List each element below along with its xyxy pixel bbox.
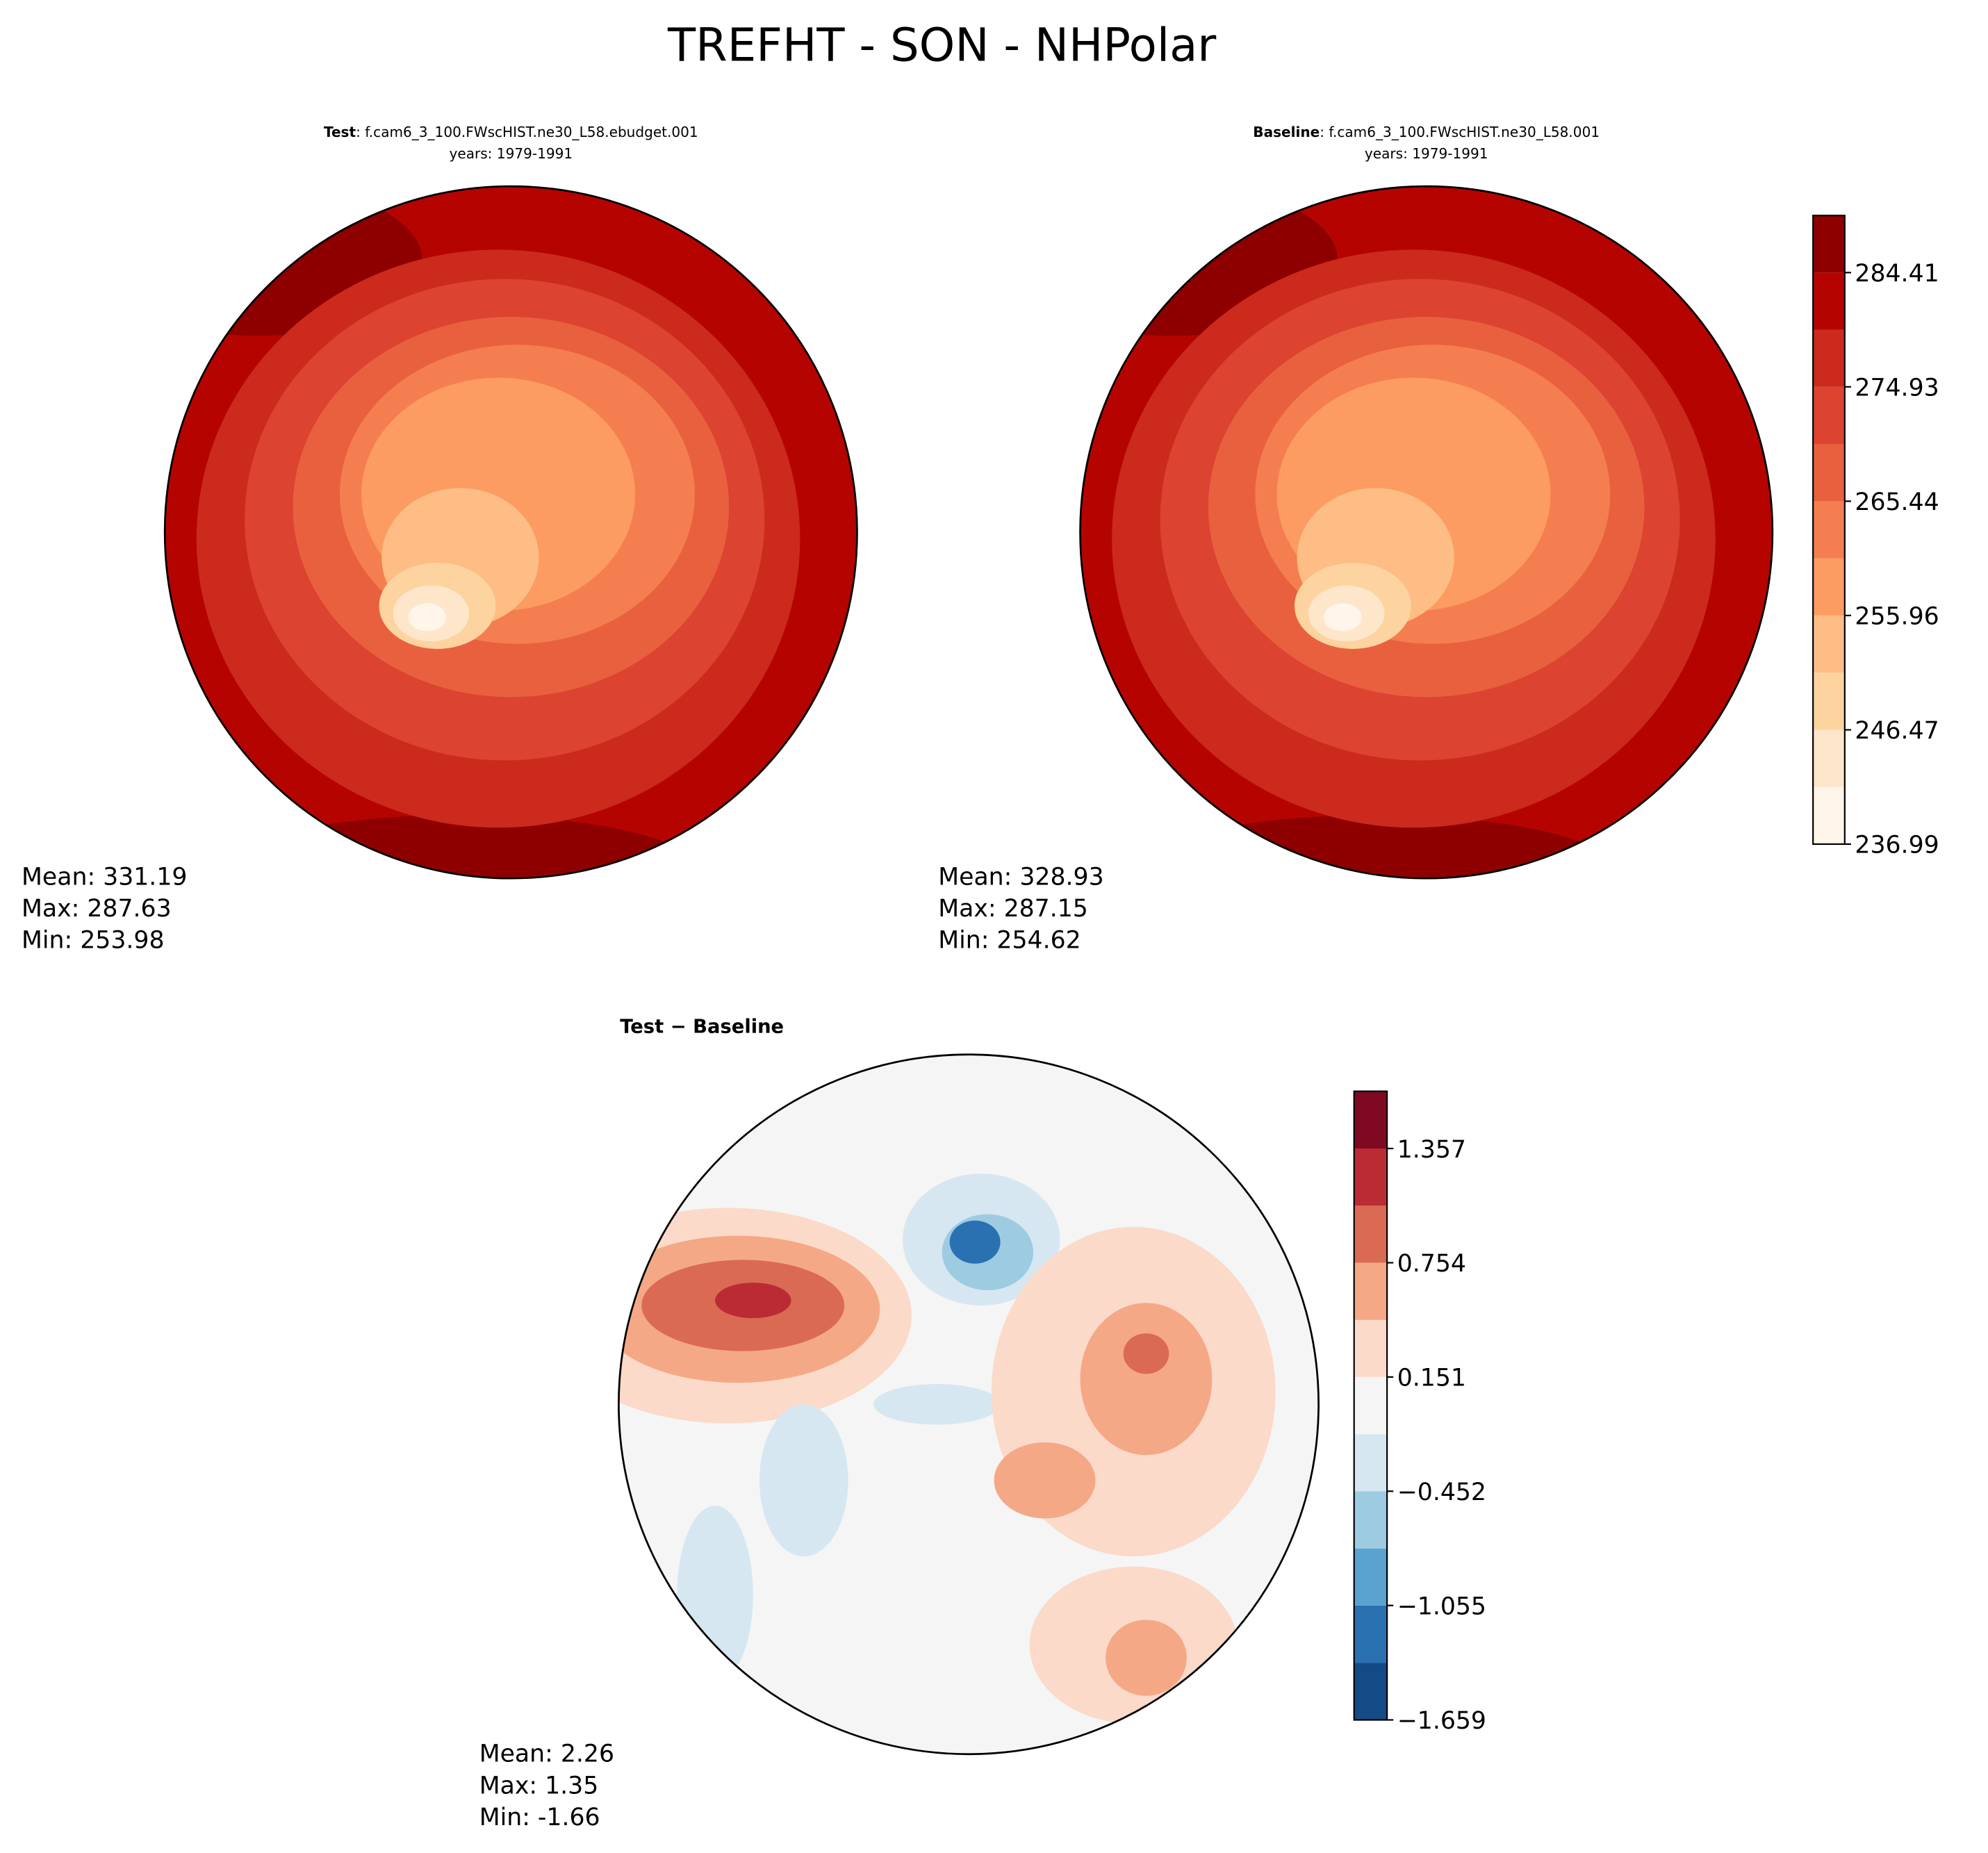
- colorbar-tick-label: 236.99: [1855, 832, 1939, 859]
- stat-line: Min: 254.62: [938, 927, 1081, 955]
- stat-value: 328.93: [1019, 863, 1103, 891]
- contour-region: [1123, 1333, 1169, 1374]
- colorbar-band: [1354, 1434, 1388, 1492]
- colorbar-tick-label: 255.96: [1855, 603, 1939, 631]
- stat-label: Mean:: [938, 863, 1012, 891]
- stat-value: 253.98: [80, 927, 164, 955]
- colorbar-band: [1813, 329, 1845, 387]
- contour-region: [759, 1404, 848, 1557]
- colorbar-band: [1813, 501, 1845, 559]
- stat-label: Max:: [479, 1772, 537, 1800]
- stat-line: Mean: 331.19: [22, 863, 187, 891]
- colorbar-band: [1354, 1491, 1388, 1549]
- stat-label: Max:: [22, 895, 79, 923]
- colorbar-band: [1813, 272, 1845, 330]
- subplot-case-name: : f.cam6_3_100.FWscHIST.ne30_L58.ebudget…: [356, 124, 698, 140]
- colorbar-tick-label: −0.452: [1397, 1479, 1486, 1506]
- stat-label: Max:: [938, 895, 996, 923]
- contour-region: [1323, 603, 1362, 632]
- contour-region: [949, 1220, 1001, 1264]
- colorbar-tick-label: 0.754: [1397, 1250, 1466, 1278]
- stat-value: 1.35: [545, 1772, 598, 1800]
- subplot-title: Baseline: f.cam6_3_100.FWscHIST.ne30_L58…: [1253, 124, 1600, 140]
- map-border: [163, 185, 858, 880]
- stat-value: 331.19: [103, 863, 187, 891]
- contour-region: [1080, 1303, 1213, 1456]
- colorbar-band: [1813, 215, 1845, 273]
- colorbar-band: [1354, 1605, 1388, 1663]
- stat-value: 2.26: [561, 1740, 614, 1768]
- colorbar-tick-label: −1.659: [1397, 1707, 1486, 1735]
- colorbar-frame: [1353, 1090, 1388, 1721]
- colorbar-band: [1354, 1663, 1388, 1720]
- subplot-subtitle: years: 1979-1991: [450, 145, 573, 162]
- colorbar-band: [1354, 1205, 1388, 1263]
- stat-line: Max: 287.63: [22, 895, 172, 923]
- subplot-title: Test: f.cam6_3_100.FWscHIST.ne30_L58.ebu…: [324, 124, 698, 140]
- stat-line: Mean: 328.93: [938, 863, 1103, 891]
- stat-value: 287.15: [1004, 895, 1088, 923]
- contour-region: [408, 603, 447, 632]
- colorbar-band: [1813, 615, 1845, 673]
- colorbar-band: [1354, 1262, 1388, 1320]
- colorbar-band: [1813, 787, 1845, 844]
- colorbar-band: [1813, 558, 1845, 616]
- stat-value: 254.62: [996, 927, 1081, 955]
- contour-region: [715, 1283, 791, 1319]
- stat-line: Min: -1.66: [479, 1804, 600, 1831]
- subplot-title: Test − Baseline: [620, 1016, 784, 1038]
- stat-line: Mean: 2.26: [479, 1740, 614, 1768]
- subplot-title-label: Baseline: [1253, 124, 1320, 140]
- colorbar-tick-label: 1.357: [1397, 1136, 1466, 1164]
- colorbar-frame: [1812, 215, 1846, 846]
- figure-title: TREFHT - SON - NHPolar: [667, 19, 1216, 72]
- colorbar-band: [1354, 1319, 1388, 1377]
- stat-label: Mean:: [22, 863, 95, 891]
- contour-region: [1106, 1620, 1187, 1696]
- stat-label: Mean:: [479, 1740, 553, 1768]
- stat-value: 287.63: [87, 895, 171, 923]
- colorbar-tick-label: 274.93: [1855, 374, 1939, 402]
- stat-label: Min:: [22, 927, 72, 955]
- subplot-title-label: Test: [324, 124, 356, 140]
- colorbar-tick-label: 284.41: [1855, 260, 1939, 288]
- map: [1080, 186, 1773, 879]
- colorbar-band: [1354, 1376, 1388, 1435]
- colorbar-tick-label: −1.055: [1397, 1593, 1486, 1621]
- contour-region: [994, 1442, 1096, 1519]
- colorbar-band: [1813, 730, 1845, 787]
- stat-line: Max: 287.15: [938, 895, 1088, 923]
- subplot-case-name: : f.cam6_3_100.FWscHIST.ne30_L58.001: [1320, 124, 1600, 140]
- colorbar-band: [1813, 444, 1845, 502]
- map-border: [618, 1053, 1320, 1756]
- map-border: [1079, 185, 1774, 880]
- stat-label: Min:: [479, 1804, 530, 1831]
- stat-value: -1.66: [538, 1804, 600, 1831]
- colorbar-tick-label: 265.44: [1855, 488, 1939, 516]
- colorbar-band: [1354, 1091, 1388, 1149]
- colorbar-band: [1354, 1548, 1388, 1606]
- stat-label: Min:: [938, 927, 989, 955]
- colorbar-tick-label: 0.151: [1397, 1365, 1466, 1392]
- stat-line: Min: 253.98: [22, 927, 164, 955]
- stat-line: Max: 1.35: [479, 1772, 599, 1800]
- colorbar-band: [1813, 386, 1845, 445]
- colorbar-band: [1354, 1148, 1388, 1206]
- colorbar-band: [1813, 673, 1845, 730]
- contour-region: [873, 1384, 1001, 1425]
- map: [618, 1054, 1319, 1754]
- subplot-subtitle: years: 1979-1991: [1365, 145, 1488, 162]
- colorbar-tick-label: 246.47: [1855, 717, 1939, 745]
